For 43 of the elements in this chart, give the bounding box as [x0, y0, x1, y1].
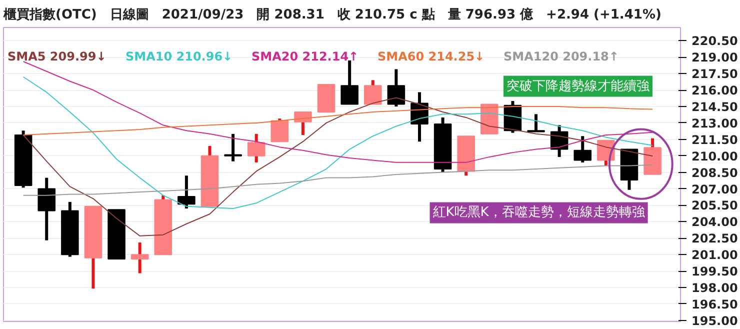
candlestick [317, 84, 336, 112]
candlestick [130, 242, 149, 274]
text: SMA5 209.99↓ [8, 50, 106, 64]
y-tick-label: 219.00 [692, 50, 738, 65]
line-series [22, 61, 654, 163]
y-tick-label: 213.00 [692, 116, 738, 130]
text: SMA20 212.14↑ [252, 50, 359, 64]
text: SMA60 214.25↓ [378, 50, 485, 64]
y-tick-label: 198.00 [692, 280, 738, 295]
y-tick-label: 208.50 [692, 166, 738, 180]
candlestick [340, 60, 358, 105]
y-tick-label: 202.50 [692, 232, 738, 246]
candlestick [480, 104, 498, 134]
y-tick-label: 214.50 [692, 100, 738, 114]
text: SMA10 210.96↓ [126, 50, 233, 64]
y-tick-label: 195.00 [692, 314, 738, 328]
y-tick-label: 199.50 [692, 264, 738, 279]
candlestick [644, 138, 662, 175]
candlestick [200, 146, 219, 207]
annotation: 紅K吃黑K，吞噬走勢，短線走勢轉強 [432, 205, 645, 220]
y-tick-label: 217.50 [692, 67, 738, 82]
y-tick-label: 207.00 [692, 182, 738, 196]
candlestick [224, 134, 242, 162]
candlestick [38, 178, 56, 240]
candlestick [364, 80, 382, 105]
candlestick [84, 206, 102, 289]
y-tick-label: 220.50 [692, 34, 738, 48]
y-tick-label: 210.00 [692, 149, 738, 164]
text: SMA120 209.18↑ [504, 50, 619, 64]
y-tick-label: 205.50 [692, 198, 738, 213]
chart-title: 櫃買指數(OTC) 日線圖 2021/09/23 開 208.31 收 210.75 c 點 量 796.93 億 +2.94 (+1.41%) [2, 6, 662, 22]
candlestick [620, 148, 638, 190]
candlestick [294, 111, 312, 136]
candlestick [574, 136, 592, 162]
candlestick [108, 209, 126, 260]
candlestick [527, 114, 545, 132]
annotation: 突破下降趨勢線才能續強 [506, 78, 650, 94]
y-tick-label: 211.50 [692, 132, 738, 147]
y-tick-label: 201.00 [692, 248, 738, 262]
y-tick-label: 216.00 [692, 84, 738, 98]
candlestick [61, 202, 79, 257]
y-tick-label: 196.50 [692, 297, 738, 312]
y-tick-label: 204.00 [692, 215, 738, 230]
